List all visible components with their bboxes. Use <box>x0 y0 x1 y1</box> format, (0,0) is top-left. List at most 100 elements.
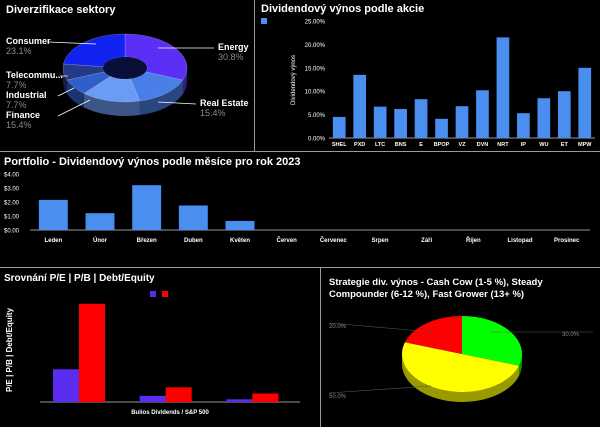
donut-leader-2 <box>57 99 91 117</box>
ratio-bar-2-0 <box>226 399 253 402</box>
monthly-xtick-9: Říjen <box>466 236 481 244</box>
yield-ytick-2: 10.00% <box>305 90 326 96</box>
donut-value-0: 30.8% <box>218 52 244 62</box>
ratio-xlabel: Bulios Dividends / S&P 500 <box>131 410 209 416</box>
donut-hole <box>103 57 147 79</box>
strategy-value-2: 20.0% <box>329 324 347 330</box>
strategy-leader-2 <box>328 322 434 333</box>
yield-xtick-1: PXD <box>354 142 365 148</box>
yield-bar-E <box>414 99 428 138</box>
monthly-xtick-2: Březen <box>137 238 157 244</box>
divider-top <box>254 0 255 151</box>
monthly-xtick-1: Únor <box>93 237 108 244</box>
divider-bottom <box>320 267 321 427</box>
monthly-xtick-8: Září <box>421 238 432 244</box>
donut-side-1 <box>139 80 183 116</box>
strategy-slice-2 <box>404 316 462 354</box>
monthly-xtick-0: Leden <box>44 238 62 244</box>
strategy-slice-0 <box>462 316 522 366</box>
strategy-side-1 <box>402 354 520 402</box>
yield-xtick-0: SHEL <box>332 142 347 148</box>
donut-label-1: Real Estate <box>200 98 249 108</box>
yield-bar-ET <box>557 91 571 138</box>
donut-label-4: Telecommu... <box>6 70 63 80</box>
yield-xtick-4: E <box>419 142 423 148</box>
donut-leader-5 <box>47 41 97 45</box>
donut-label-3: Industrial <box>6 90 47 100</box>
ratio-legend-swatch-0 <box>150 291 156 297</box>
yield-xtick-5: BPOP <box>434 142 450 148</box>
yield-panel: Dividendový výnos podle akcie 0.00% 5.00%… <box>255 0 600 151</box>
monthly-bar-1 <box>85 213 115 230</box>
yield-bar-SHEL <box>332 116 346 138</box>
strategy-value-0: 30.0% <box>562 332 580 338</box>
ratio-legend-swatch-1 <box>162 291 168 297</box>
strategy-title-line-1: Strategie div. výnos - Cash Cow (1-5 %),… <box>329 277 543 288</box>
strategy-side-0 <box>519 354 522 376</box>
yield-bar-PXD <box>353 74 367 138</box>
strategy-value-1: 50.0% <box>329 394 347 400</box>
donut-value-3: 7.7% <box>6 100 27 110</box>
monthly-panel: Portfolio - Dividendový výnos podle měsí… <box>0 152 600 267</box>
divider-row1 <box>0 151 600 152</box>
strategy-pie-chart: 30.0% 50.0% 20.0% <box>328 316 593 402</box>
yield-bar-chart: 0.00% 5.00% 10.00% 15.00% 20.00% 25.00% Divide… <box>291 20 595 148</box>
strategy-leader-1 <box>328 385 432 394</box>
monthly-ytick-0: $0.00 <box>4 229 20 235</box>
monthly-xtick-11: Prosinec <box>554 238 580 244</box>
yield-xtick-3: BNS <box>395 142 407 148</box>
yield-xtick-10: WU <box>539 142 548 148</box>
yield-bar-LTC <box>373 106 387 138</box>
ratio-bar-chart: P/E | P/B | Debt/Equity Bulios Dividends … <box>5 291 300 416</box>
yield-xtick-2: LTC <box>375 142 385 148</box>
yield-bar-IP <box>517 113 530 138</box>
yield-xtick-12: MPW <box>578 142 592 148</box>
monthly-bar-4 <box>225 220 255 230</box>
monthly-ytick-4: $4.00 <box>4 173 20 179</box>
monthly-ytick-2: $2.00 <box>4 201 20 207</box>
monthly-xtick-5: Červen <box>276 237 297 244</box>
donut-side-4 <box>63 68 68 95</box>
donut-label-2: Finance <box>6 110 40 120</box>
yield-ytick-5: 25.00% <box>305 20 326 26</box>
strategy-panel: Strategie div. výnos - Cash Cow (1-5 %),… <box>321 268 600 427</box>
donut-label-5: Consumer <box>6 36 51 46</box>
monthly-ytick-3: $3.00 <box>4 187 20 193</box>
donut-value-4: 7.7% <box>6 80 27 90</box>
yield-bar-BPOP <box>435 118 448 138</box>
yield-ytick-4: 20.00% <box>305 43 326 49</box>
monthly-xtick-7: Srpen <box>371 238 388 244</box>
donut-value-5: 23.1% <box>6 46 32 56</box>
monthly-xtick-6: Červenec <box>320 237 348 244</box>
donut-side-2 <box>83 93 140 116</box>
monthly-ytick-1: $1.00 <box>4 215 20 221</box>
donut-side-3 <box>67 80 84 108</box>
ratio-title: Srovnání P/E | P/B | Debt/Equity <box>4 273 155 284</box>
donut-leader-3 <box>57 87 75 97</box>
yield-xtick-6: VZ <box>458 142 466 148</box>
monthly-bar-chart: $0.00 $1.00 $2.00 $3.00 $4.00 Leden Únor Březen… <box>4 173 590 244</box>
yield-bar-DVN <box>476 90 489 138</box>
ratio-bar-1-1 <box>165 387 192 402</box>
yield-xtick-7: DVN <box>477 142 489 148</box>
ratio-panel: Srovnání P/E | P/B | Debt/Equity P/E | P… <box>0 268 320 427</box>
yield-ytick-3: 15.00% <box>305 66 326 72</box>
donut-side-0 <box>182 68 187 95</box>
donut-value-1: 15.4% <box>200 108 226 118</box>
donut-label-0: Energy <box>218 42 249 52</box>
donut-leader-1 <box>157 101 197 105</box>
divider-row2 <box>0 267 600 268</box>
strategy-title-line-2: Compounder (6-12 %), Fast Grower (13+ %) <box>329 289 525 300</box>
ratio-bar-0-1 <box>79 303 105 402</box>
sector-panel: Diverzifikace sektory Energy 30.8% Real Es… <box>0 0 254 151</box>
yield-xtick-9: IP <box>521 142 527 148</box>
monthly-bar-0 <box>38 199 68 230</box>
yield-ytick-0: 0.00% <box>308 137 326 143</box>
yield-xtick-11: ET <box>561 142 569 148</box>
sector-title: Diverzifikace sektory <box>6 4 116 16</box>
monthly-xtick-3: Duben <box>184 238 203 244</box>
yield-ylabel: Dividendový výnos <box>291 55 297 105</box>
yield-bar-VZ <box>455 106 469 138</box>
monthly-xtick-4: Květen <box>230 238 250 244</box>
